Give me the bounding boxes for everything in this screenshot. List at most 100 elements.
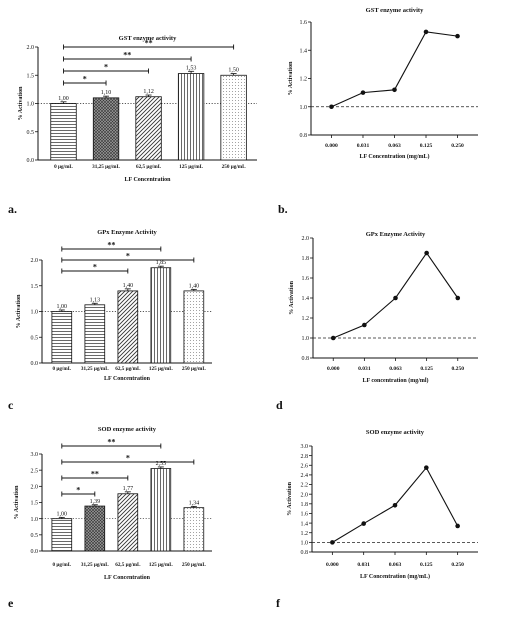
significance-label: *	[93, 263, 97, 272]
y-tick-label: 1.5	[31, 284, 39, 290]
bar	[135, 96, 162, 161]
y-tick-label: 1.2	[300, 77, 308, 83]
y-tick-label: 1.2	[301, 531, 309, 537]
y-tick-label: 2.0	[27, 45, 35, 51]
significance-label: *	[104, 63, 108, 72]
bar	[84, 304, 106, 364]
bar	[220, 74, 247, 161]
significance-label: **	[123, 51, 131, 60]
data-label: 1,13	[90, 297, 101, 303]
x-tick-label: 0.063	[389, 562, 402, 568]
y-tick-label: 1.8	[301, 502, 309, 508]
significance-label: **	[107, 241, 115, 250]
data-label: 1,00	[58, 96, 69, 102]
gpx-line-chart: 0.8 1.0 1.2 1.4 1.6 1.8 2.0 GPx Enzyme Activity…	[289, 231, 478, 384]
x-axis-label: LF Concentration (mg/mL)	[359, 153, 429, 160]
data-point	[361, 521, 366, 526]
data-point	[424, 250, 429, 256]
y-tick-label: 0.0	[31, 361, 39, 367]
data-label: 1,34	[189, 500, 200, 506]
data-point	[423, 29, 429, 35]
y-tick-label: 2.2	[301, 483, 309, 489]
x-axis-label: LF Concentration	[125, 177, 172, 183]
data-label: 1,39	[90, 499, 101, 505]
data-label: 1,40	[123, 283, 134, 289]
x-tick-label: 62,5 µg/mL	[136, 164, 162, 170]
x-tick-label: 0 µg/mL	[54, 164, 73, 170]
sod-bar-chart: 0.0 0.5 1.0 1.5 2.0 2.5 3.0 SOD enzyme activity…	[14, 426, 212, 581]
y-tick-label: 0.5	[27, 130, 35, 136]
bar	[177, 73, 205, 161]
x-axis-label: LF Concentration	[104, 575, 151, 581]
x-tick-label: 0.000	[326, 562, 339, 568]
y-axis-label: % Activation	[16, 294, 22, 328]
significance-label: **	[107, 438, 115, 447]
significance-label: *	[76, 486, 80, 495]
y-tick-label: 1.8	[302, 256, 310, 262]
y-tick-label: 1.6	[302, 276, 310, 282]
data-point	[329, 104, 334, 110]
significance-label: **	[91, 470, 99, 479]
y-tick-label: 3.0	[301, 444, 309, 450]
x-tick-label: 0.031	[357, 143, 370, 149]
bar	[50, 103, 77, 161]
panel-label-a: a.	[8, 202, 17, 216]
data-point	[330, 540, 335, 545]
y-tick-label: 1.6	[300, 20, 308, 26]
x-tick-label: 0.031	[358, 366, 371, 372]
chart-title: GPx Enzyme Activity	[97, 229, 157, 236]
y-tick-label: 1.0	[31, 310, 39, 316]
series-line	[331, 31, 458, 108]
panel-label-f: f	[276, 596, 280, 610]
significance-label: *	[126, 454, 130, 463]
y-axis-label: % Activation	[14, 485, 20, 519]
y-tick-label: 1.4	[300, 48, 308, 54]
y-axis-label: % Activation	[18, 86, 24, 120]
data-label: 1,00	[57, 511, 68, 517]
x-tick-label: 0.250	[451, 562, 464, 568]
bar	[150, 267, 172, 364]
x-tick-label: 250 µg/mL	[182, 562, 206, 568]
data-label: 1,00	[57, 304, 68, 310]
y-tick-label: 0.5	[31, 335, 39, 341]
y-tick-label: 0.0	[27, 158, 35, 164]
data-point	[393, 295, 398, 301]
x-tick-label: 62,5 µg/mL	[115, 366, 141, 372]
x-tick-label: 125 µg/mL	[149, 562, 173, 568]
x-tick-label: 0.125	[420, 562, 433, 568]
data-point	[455, 523, 460, 529]
bar	[84, 505, 106, 552]
bar	[150, 468, 172, 552]
y-tick-label: 0.0	[31, 549, 39, 555]
y-tick-label: 1.0	[302, 336, 310, 342]
y-tick-label: 2.4	[301, 473, 309, 479]
gst-bar-chart: 0.0 0.5 1.0 1.5 2.0 GST enzyme activity LF Con…	[18, 35, 257, 183]
bar	[92, 97, 120, 161]
panel-label-d: d	[276, 398, 283, 412]
bar	[183, 507, 205, 552]
y-tick-label: 1.4	[301, 521, 309, 527]
y-tick-label: 2.8	[301, 454, 309, 460]
x-tick-label: 31,25 µg/mL	[92, 164, 120, 170]
x-tick-label: 62,5 µg/mL	[115, 562, 141, 568]
data-point	[330, 335, 336, 341]
bar	[117, 493, 139, 552]
y-tick-label: 2.5	[31, 468, 39, 474]
x-tick-label: 0.063	[388, 143, 401, 149]
y-tick-label: 1.5	[27, 73, 35, 79]
chart-title: GPx Enzyme Activity	[366, 231, 426, 238]
data-label: 1,50	[228, 68, 239, 74]
series-line	[333, 252, 459, 339]
y-tick-label: 2.0	[31, 485, 39, 491]
gpx-bar-chart: 0.0 0.5 1.0 1.5 2.0 GPx Enzyme Activity LF Con…	[16, 229, 212, 382]
x-tick-label: 250 µg/mL	[222, 164, 246, 170]
chart-title: GST enzyme activity	[119, 35, 177, 42]
x-axis-label: LF Concentration	[104, 376, 151, 382]
bar	[183, 290, 205, 364]
y-tick-label: 0.5	[31, 533, 39, 539]
y-axis-label: % Activation	[288, 61, 294, 95]
data-label: 1,40	[189, 283, 200, 289]
panel-label-b: b.	[278, 202, 288, 216]
data-label: 2,55	[156, 461, 167, 467]
